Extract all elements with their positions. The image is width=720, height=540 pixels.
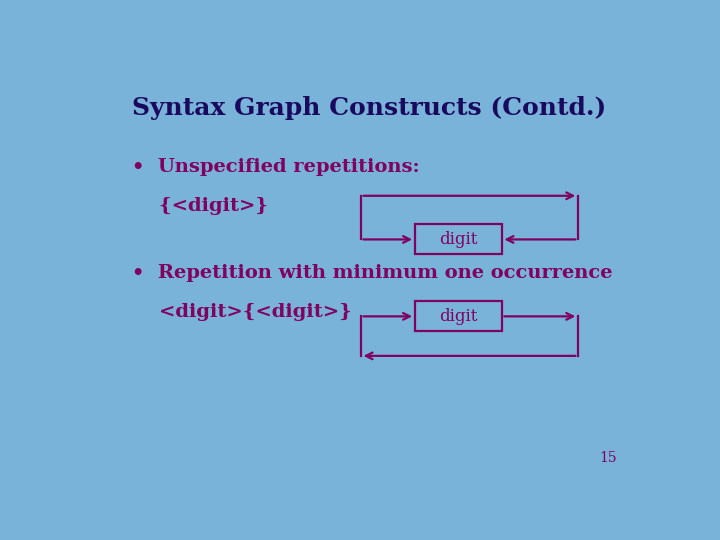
Text: {<digit>}: {<digit>} <box>132 197 268 215</box>
Text: •  Unspecified repetitions:: • Unspecified repetitions: <box>132 158 420 176</box>
Text: Syntax Graph Constructs (Contd.): Syntax Graph Constructs (Contd.) <box>132 97 606 120</box>
Text: •  Repetition with minimum one occurrence: • Repetition with minimum one occurrence <box>132 264 612 282</box>
Bar <box>415 301 502 332</box>
Bar <box>415 225 502 254</box>
Text: digit: digit <box>439 231 477 248</box>
Text: digit: digit <box>439 308 477 325</box>
Text: <digit>{<digit>}: <digit>{<digit>} <box>132 303 351 321</box>
Text: 15: 15 <box>600 451 617 465</box>
